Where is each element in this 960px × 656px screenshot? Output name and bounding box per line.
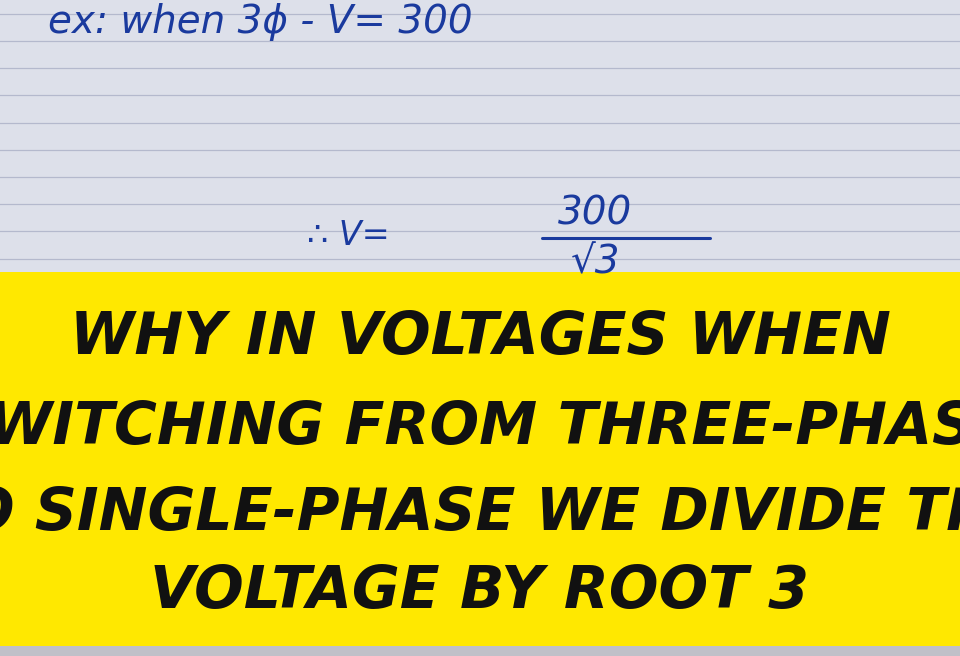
Bar bbox=[0, 0, 960, 272]
Text: 300: 300 bbox=[558, 195, 633, 233]
Bar bbox=[0, 272, 960, 646]
Text: VOLTAGE BY ROOT 3: VOLTAGE BY ROOT 3 bbox=[151, 564, 809, 621]
Text: SWITCHING FROM THREE-PHASE: SWITCHING FROM THREE-PHASE bbox=[0, 399, 960, 456]
Text: ex: when 3ϕ - V= 300: ex: when 3ϕ - V= 300 bbox=[48, 3, 472, 41]
Text: WHY IN VOLTAGES WHEN: WHY IN VOLTAGES WHEN bbox=[69, 309, 891, 366]
Text: √3: √3 bbox=[570, 244, 620, 281]
Text: TO SINGLE-PHASE WE DIVIDE THE: TO SINGLE-PHASE WE DIVIDE THE bbox=[0, 485, 960, 542]
Text: ∴ V=: ∴ V= bbox=[307, 219, 400, 252]
Bar bbox=[0, 646, 960, 656]
